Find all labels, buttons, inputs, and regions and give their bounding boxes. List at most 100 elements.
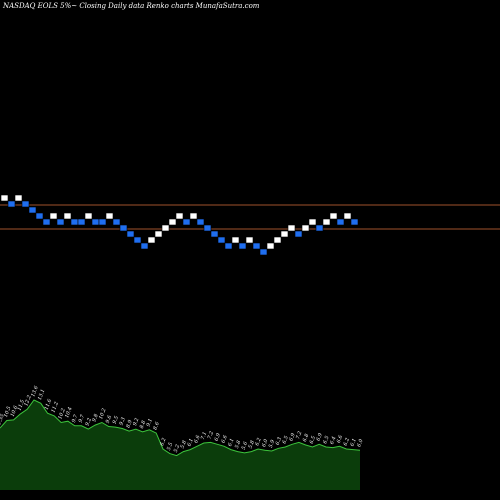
volume-label: 9.1 [146, 418, 154, 428]
renko-brick [154, 230, 163, 238]
volume-label: 6.0 [356, 438, 365, 448]
renko-brick [336, 218, 345, 226]
renko-brick [126, 230, 135, 238]
volume-label: 5.8 [180, 440, 188, 450]
renko-brick [140, 242, 149, 250]
volume-label: 9.7 [78, 413, 87, 423]
renko-brick [189, 212, 198, 220]
renko-brick [231, 236, 240, 244]
renko-brick [175, 212, 184, 220]
volume-label: 10.2 [57, 408, 66, 421]
volume-label: 6.8 [302, 433, 310, 443]
volume-label: 7.1 [200, 431, 208, 441]
renko-brick [308, 218, 317, 226]
renko-brick [252, 242, 261, 250]
volume-label: 8.9 [125, 419, 134, 429]
renko-brick [343, 212, 352, 220]
volume-label: 6.2 [343, 437, 351, 447]
renko-brick [119, 224, 128, 232]
renko-brick [35, 212, 44, 220]
renko-brick [7, 200, 16, 208]
volume-label: 5.9 [268, 438, 277, 448]
volume-label: 6.4 [329, 436, 337, 446]
renko-brick [70, 218, 79, 226]
renko-brick [168, 218, 177, 226]
renko-brick [350, 218, 359, 226]
volume-label: 5.5 [166, 442, 174, 452]
volume-label: 7.2 [295, 431, 303, 441]
renko-brick [28, 206, 37, 214]
renko-brick [105, 212, 114, 220]
volume-label: 10.2 [98, 408, 107, 421]
volume-label: 10.5 [3, 406, 12, 419]
renko-brick [42, 218, 51, 226]
renko-brick [112, 218, 121, 226]
renko-brick [203, 224, 212, 232]
volume-label: 6.1 [227, 438, 235, 448]
renko-brick [91, 218, 100, 226]
renko-brick [21, 200, 30, 208]
renko-brick [56, 218, 65, 226]
volume-label: 13.6 [30, 384, 40, 397]
volume-label: 10.6 [10, 404, 20, 417]
renko-brick [245, 236, 254, 244]
volume-label: 6.5 [282, 435, 290, 445]
renko-brick [49, 212, 58, 220]
volume-label: 6.9 [288, 432, 297, 442]
volume-label: 6.5 [322, 435, 330, 445]
volume-area [0, 400, 360, 490]
volume-label: 9.35 [0, 413, 6, 426]
volume-label: 8.8 [139, 420, 147, 430]
renko-brick [63, 212, 72, 220]
volume-label: 7.2 [207, 431, 215, 441]
volume-label: 6.1 [186, 438, 194, 448]
renko-brick [224, 242, 233, 250]
renko-brick [196, 218, 205, 226]
volume-label: 6.5 [309, 435, 317, 445]
chart-title: NASDAQ EOLS 5%~ Closing Daily data Renko… [3, 2, 260, 10]
renko-brick [280, 230, 289, 238]
renko-brick [0, 194, 9, 202]
volume-label: 6.6 [336, 434, 345, 444]
volume-label: 5.8 [234, 440, 242, 450]
renko-brick [210, 230, 219, 238]
renko-brick [322, 218, 331, 226]
renko-brick [147, 236, 156, 244]
volume-label: 5.6 [241, 440, 250, 450]
volume-label: 5.2 [173, 444, 181, 454]
volume-label: 6.2 [254, 437, 262, 447]
renko-brick [77, 218, 86, 226]
renko-brick [294, 230, 303, 238]
renko-brick [161, 224, 170, 232]
renko-brick [14, 194, 23, 202]
renko-brick [266, 242, 275, 250]
volume-label: 6.1 [349, 438, 357, 448]
volume-label: 6.3 [275, 436, 283, 446]
volume-label: 6.6 [193, 434, 202, 444]
volume-label: 9.7 [71, 413, 80, 423]
volume-label: 11.2 [51, 401, 60, 414]
renko-brick [287, 224, 296, 232]
volume-label: 9.8 [91, 413, 99, 423]
volume-label: 12.2 [23, 394, 32, 407]
volume-label: 9.2 [85, 417, 93, 427]
volume-label: 13.1 [37, 389, 46, 402]
volume-label: 9.3 [118, 417, 126, 427]
volume-label: 9.2 [132, 417, 140, 427]
renko-brick [329, 212, 338, 220]
renko-brick [182, 218, 191, 226]
renko-brick [84, 212, 93, 220]
volume-label: 6.9 [315, 432, 324, 442]
volume-line [0, 399, 361, 457]
renko-brick [315, 224, 324, 232]
volume-label: 6.9 [214, 432, 223, 442]
volume-label: 6.2 [159, 437, 167, 447]
volume-label: 9.6 [105, 414, 114, 424]
volume-label: 6.0 [261, 438, 270, 448]
renko-brick [301, 224, 310, 232]
renko-brick [217, 236, 226, 244]
renko-brick [259, 248, 268, 256]
renko-brick [133, 236, 142, 244]
